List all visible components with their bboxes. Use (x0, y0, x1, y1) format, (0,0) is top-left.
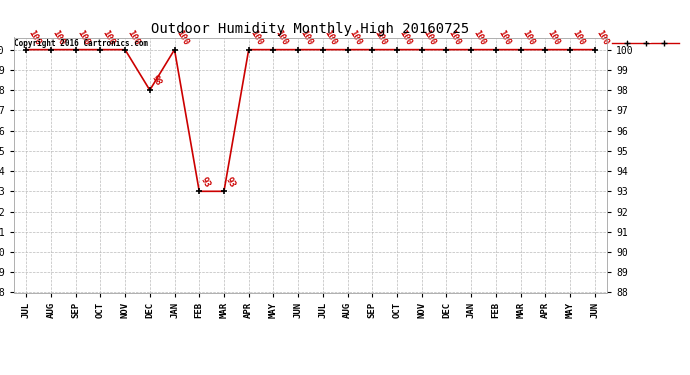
Text: 100: 100 (273, 29, 289, 47)
Text: 100: 100 (422, 29, 437, 47)
Text: 98: 98 (150, 74, 163, 88)
Text: 100: 100 (76, 29, 92, 47)
Text: 100: 100 (397, 29, 413, 47)
Text: 100: 100 (298, 29, 314, 47)
Text: 100: 100 (595, 29, 611, 47)
Text: 93: 93 (199, 175, 213, 189)
Text: 100: 100 (175, 29, 190, 47)
Text: 100: 100 (125, 29, 141, 47)
Text: Humidity  (%): Humidity (%) (611, 34, 681, 43)
Text: 100: 100 (323, 29, 339, 47)
Text: 100: 100 (51, 29, 67, 47)
Text: 93: 93 (224, 175, 237, 189)
Text: 100: 100 (545, 29, 561, 47)
Text: 100: 100 (446, 29, 462, 47)
Text: 100: 100 (521, 29, 537, 47)
Text: 100: 100 (100, 29, 116, 47)
Text: 100: 100 (570, 29, 586, 47)
Text: 100: 100 (26, 29, 42, 47)
Text: 100: 100 (248, 29, 264, 47)
Text: Copyright 2016 Cartronics.com: Copyright 2016 Cartronics.com (14, 39, 148, 48)
Text: 100: 100 (373, 29, 388, 47)
Text: 100: 100 (471, 29, 487, 47)
Text: 100: 100 (348, 29, 364, 47)
Title: Outdoor Humidity Monthly High 20160725: Outdoor Humidity Monthly High 20160725 (151, 22, 470, 36)
Text: 100: 100 (496, 29, 512, 47)
